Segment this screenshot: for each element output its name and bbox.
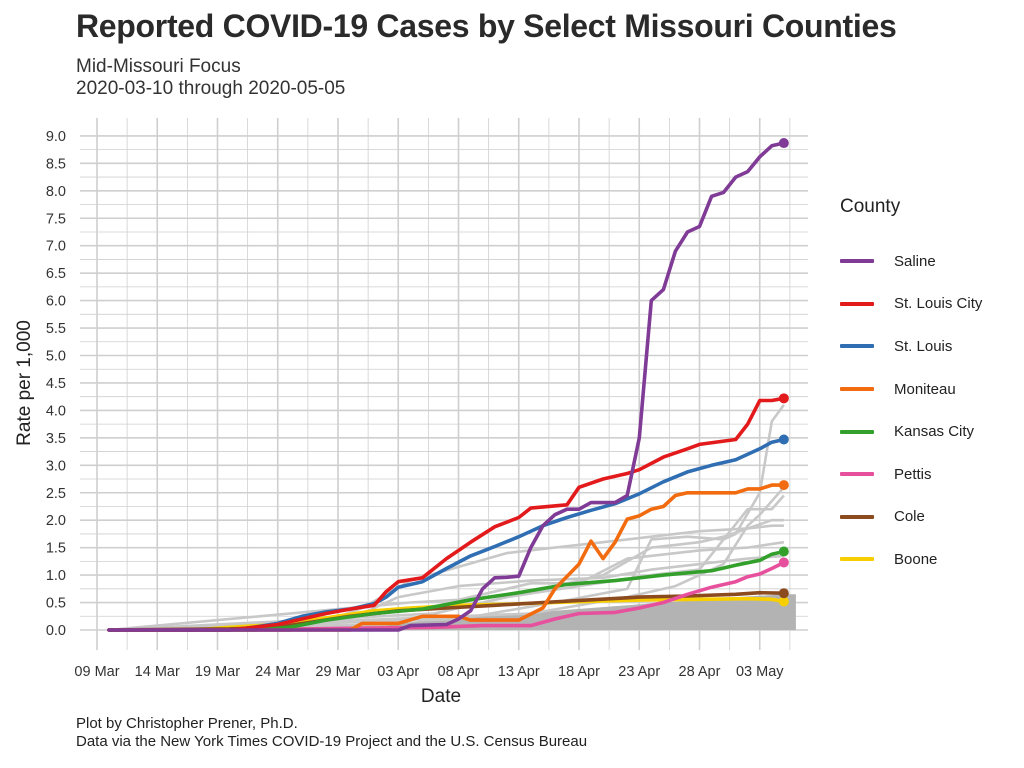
legend-swatch: [840, 557, 874, 562]
x-tick-label: 09 Mar: [74, 664, 119, 680]
subtitle-line-2: 2020-03-10 through 2020-05-05: [76, 78, 346, 99]
y-tick-label: 7.0: [46, 239, 66, 255]
series-endpoint: [778, 588, 789, 599]
x-tick-label: 23 Apr: [618, 664, 660, 680]
caption-line-2: Data via the New York Times COVID-19 Pro…: [76, 733, 588, 750]
y-tick-label: 1.5: [46, 541, 66, 557]
x-tick-label: 14 Mar: [135, 664, 180, 680]
x-tick-label: 03 Apr: [377, 664, 419, 680]
series-endpoint: [778, 596, 789, 607]
series-line-st-louis-city: [107, 396, 786, 632]
legend-item: Boone: [840, 538, 982, 581]
series-endpoint: [778, 138, 789, 149]
x-tick-label: 24 Mar: [255, 664, 300, 680]
highlighted-series: [107, 138, 789, 632]
legend-item: Saline: [840, 240, 982, 283]
series-line-saline: [107, 141, 786, 632]
y-tick-label: 7.5: [46, 211, 66, 227]
y-axis-title: Rate per 1,000: [14, 320, 35, 446]
y-tick-label: 0.0: [46, 623, 66, 639]
y-tick-label: 9.0: [46, 129, 66, 145]
y-tick-label: 8.5: [46, 156, 66, 172]
x-tick-label: 29 Mar: [315, 664, 360, 680]
background-county-line: [108, 404, 785, 632]
y-tick-label: 4.0: [46, 403, 66, 419]
y-tick-label: 4.5: [46, 376, 66, 392]
chart-title: Reported COVID-19 Cases by Select Missou…: [76, 8, 897, 44]
legend-swatch: [840, 301, 874, 306]
axes: 09 Mar 14 Mar 19 Mar 24 Mar 29 Mar 03 Apr 08 A…: [46, 129, 784, 680]
series-line-st-louis: [107, 437, 786, 632]
y-tick-label: 1.0: [46, 568, 66, 584]
series-line-pettis: [107, 560, 786, 632]
legend-label: Boone: [894, 550, 938, 568]
y-tick-label: 5.5: [46, 321, 66, 337]
legend-item: Kansas City: [840, 410, 982, 453]
series-endpoint: [778, 546, 789, 557]
series-line-moniteau: [107, 483, 786, 632]
legend-item: Moniteau: [840, 368, 982, 411]
legend: County Saline St. Louis City St. Louis Moni…: [840, 196, 982, 581]
y-tick-label: 3.0: [46, 458, 66, 474]
legend-item: St. Louis: [840, 325, 982, 368]
x-tick-label: 19 Mar: [195, 664, 240, 680]
legend-label: Cole: [894, 508, 925, 526]
y-tick-label: 6.5: [46, 266, 66, 282]
legend-label: St. Louis: [894, 337, 953, 355]
background-county-line: [108, 486, 785, 632]
legend-swatch: [840, 472, 874, 477]
legend-label: St. Louis City: [894, 295, 983, 313]
series-endpoint: [778, 557, 789, 568]
legend-label: Moniteau: [894, 380, 956, 398]
legend-label: Kansas City: [894, 423, 975, 441]
background-band: [109, 594, 796, 630]
legend-items: Saline St. Louis City St. Louis Moniteau Kan…: [840, 240, 982, 581]
legend-swatch: [840, 429, 874, 434]
legend-swatch: [840, 387, 874, 392]
legend-title: County: [840, 196, 901, 217]
legend-label: Saline: [894, 252, 936, 270]
y-tick-label: 2.0: [46, 513, 66, 529]
x-tick-label: 18 Apr: [558, 664, 600, 680]
series-line-kansas-city: [107, 549, 786, 632]
legend-item: Pettis: [840, 453, 982, 496]
y-tick-label: 5.0: [46, 349, 66, 365]
caption: Plot by Christopher Prener, Ph.D. Data v…: [76, 715, 587, 751]
legend-label: Pettis: [894, 465, 932, 483]
x-tick-label: 28 Apr: [679, 664, 721, 680]
y-tick-label: 0.5: [46, 596, 66, 612]
chart-subtitle: Mid-Missouri Focus 2020-03-10 through 20…: [76, 56, 345, 100]
x-tick-label: 13 Apr: [498, 664, 540, 680]
x-tick-label: 08 Apr: [438, 664, 480, 680]
legend-swatch: [840, 344, 874, 349]
y-tick-label: 6.0: [46, 294, 66, 310]
series-endpoint: [778, 480, 789, 491]
y-tick-label: 3.5: [46, 431, 66, 447]
caption-line-1: Plot by Christopher Prener, Ph.D.: [76, 715, 298, 732]
x-tick-label: 03 May: [736, 664, 784, 680]
series-endpoint: [778, 393, 789, 404]
subtitle-line-1: Mid-Missouri Focus: [76, 56, 241, 77]
x-axis-title: Date: [421, 686, 461, 707]
legend-swatch: [840, 514, 874, 519]
series-endpoint: [778, 434, 789, 445]
legend-swatch: [840, 259, 874, 264]
legend-item: St. Louis City: [840, 283, 982, 326]
y-tick-label: 8.0: [46, 184, 66, 200]
y-tick-label: 2.5: [46, 486, 66, 502]
legend-item: Cole: [840, 496, 982, 539]
